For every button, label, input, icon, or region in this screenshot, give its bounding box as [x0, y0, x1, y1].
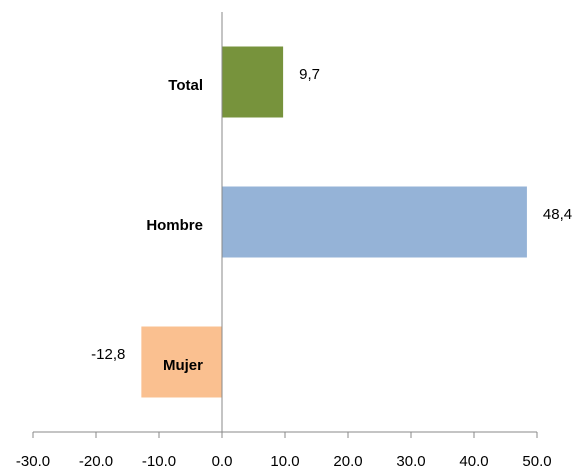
x-tick-label: 10.0 [270, 453, 299, 470]
x-tick-label: -10.0 [142, 453, 176, 470]
x-tick-label: 30.0 [396, 453, 425, 470]
bar [222, 186, 527, 258]
x-tick-label: 20.0 [333, 453, 362, 470]
x-tick-label: 0.0 [212, 453, 233, 470]
x-tick-label: -30.0 [16, 453, 50, 470]
bar [222, 46, 284, 118]
x-tick-label: 40.0 [459, 453, 488, 470]
bar [141, 326, 222, 398]
category-label: Hombre [146, 217, 203, 234]
category-label: Mujer [163, 357, 203, 374]
x-tick-label: -20.0 [79, 453, 113, 470]
value-label: 9,7 [299, 66, 320, 83]
category-label: Total [168, 77, 203, 94]
x-tick-label: 50.0 [522, 453, 551, 470]
value-label: 48,4 [543, 206, 572, 223]
value-label: -12,8 [91, 346, 125, 363]
